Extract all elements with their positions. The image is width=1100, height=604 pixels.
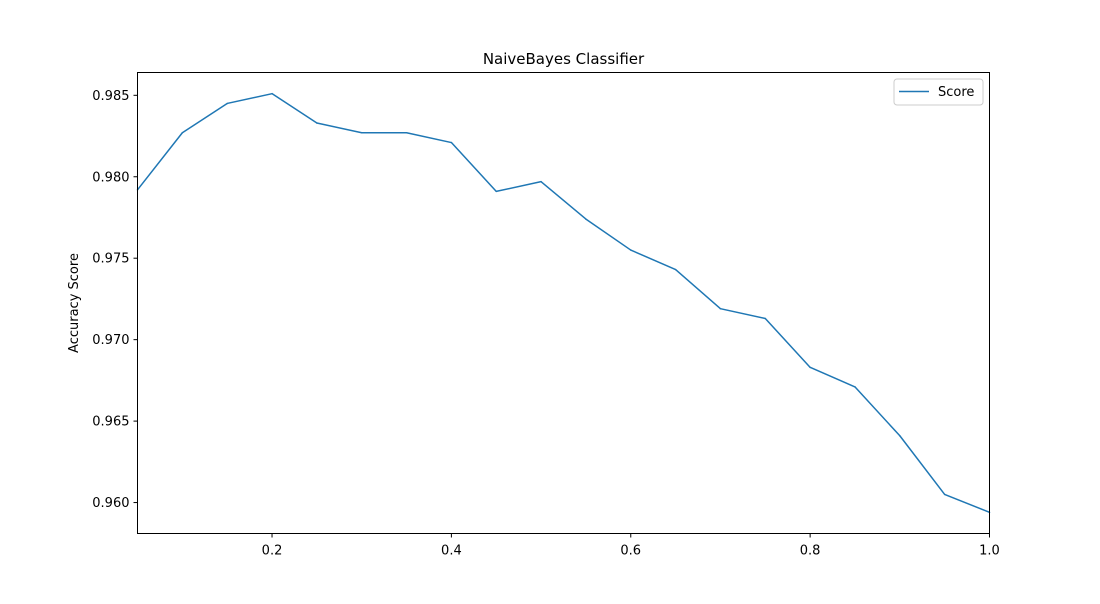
y-tick-label: 0.970 bbox=[92, 333, 129, 348]
data-point bbox=[719, 307, 722, 310]
legend: Score bbox=[893, 78, 984, 106]
data-point bbox=[495, 190, 497, 193]
data-point bbox=[450, 141, 453, 144]
x-tick-label: 0.6 bbox=[620, 544, 641, 559]
data-point bbox=[674, 268, 677, 271]
data-point bbox=[854, 386, 856, 388]
data-point bbox=[764, 317, 767, 320]
data-point bbox=[809, 366, 811, 369]
x-axis-ticks: 0.2 0.4 0.6 0.8 1.0 bbox=[262, 533, 1000, 559]
x-tick-label: 1.0 bbox=[979, 544, 1000, 559]
y-tick-label: 0.980 bbox=[92, 170, 129, 185]
legend-label-score: Score bbox=[938, 85, 974, 100]
data-point bbox=[271, 92, 273, 95]
data-point bbox=[630, 249, 632, 251]
data-point bbox=[540, 180, 542, 183]
data-point bbox=[360, 132, 363, 134]
x-tick-label: 0.8 bbox=[800, 544, 821, 559]
data-point bbox=[405, 132, 408, 134]
y-axis-label: Accuracy Score bbox=[67, 253, 82, 353]
x-tick-label: 0.2 bbox=[262, 544, 283, 559]
data-point bbox=[181, 132, 184, 134]
y-axis-ticks: 0.960 0.965 0.970 0.975 0.980 0.985 bbox=[92, 89, 138, 511]
data-point bbox=[226, 102, 228, 105]
data-point bbox=[899, 435, 901, 437]
data-point bbox=[585, 218, 587, 220]
data-point bbox=[316, 122, 318, 124]
legend-box bbox=[893, 78, 984, 106]
data-point bbox=[943, 493, 946, 496]
plot-area-frame bbox=[137, 72, 990, 534]
series-layer bbox=[136, 92, 991, 514]
y-tick-label: 0.960 bbox=[92, 496, 129, 511]
series-line-score bbox=[136, 92, 990, 514]
y-tick-label: 0.965 bbox=[92, 415, 129, 430]
y-tick-label: 0.975 bbox=[92, 252, 129, 267]
chart-title: NaiveBayes Classifier bbox=[483, 50, 645, 68]
x-tick-label: 0.4 bbox=[441, 544, 462, 559]
y-tick-label: 0.985 bbox=[92, 89, 129, 104]
